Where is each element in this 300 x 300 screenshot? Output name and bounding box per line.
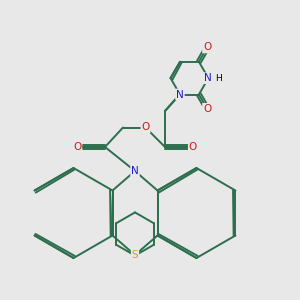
Text: N: N	[205, 73, 212, 83]
Text: N: N	[176, 89, 184, 100]
Text: H: H	[215, 74, 222, 82]
Text: N: N	[131, 166, 139, 176]
Text: O: O	[203, 43, 211, 52]
Text: O: O	[73, 142, 81, 152]
Text: O: O	[189, 142, 197, 152]
Text: O: O	[141, 122, 150, 133]
Text: O: O	[203, 104, 211, 114]
Text: S: S	[132, 250, 138, 260]
